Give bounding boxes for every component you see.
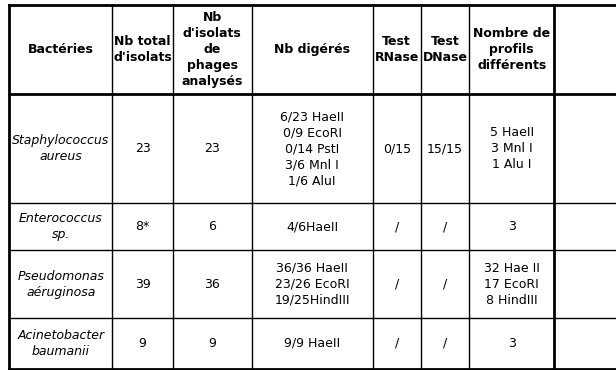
Text: Nombre de
profils
différents: Nombre de profils différents [473,27,550,72]
Text: Nb
d'isolats
de
phages
analysés: Nb d'isolats de phages analysés [182,11,243,88]
Text: Nb digérés: Nb digérés [274,43,350,56]
Text: 15/15: 15/15 [427,142,463,155]
Text: /: / [395,337,399,350]
Text: 9: 9 [139,337,147,350]
Text: 3: 3 [508,337,516,350]
Text: 23: 23 [205,142,220,155]
Text: 8*: 8* [136,220,150,233]
Text: Acinetobacter
baumanii: Acinetobacter baumanii [17,329,105,358]
Text: 6/23 HaeII
0/9 EcoRI
0/14 PstI
3/6 Mnl I
1/6 AluI: 6/23 HaeII 0/9 EcoRI 0/14 PstI 3/6 Mnl I… [280,110,344,187]
Text: /: / [395,220,399,233]
Text: /: / [443,337,447,350]
Text: 9/9 HaeII: 9/9 HaeII [284,337,340,350]
Text: 39: 39 [135,278,150,290]
Text: 32 Hae II
17 EcoRI
8 HindIII: 32 Hae II 17 EcoRI 8 HindIII [484,262,540,307]
Text: 6: 6 [208,220,216,233]
Text: Test
RNase: Test RNase [375,35,419,64]
Text: /: / [443,220,447,233]
Text: /: / [395,278,399,290]
Text: 36: 36 [205,278,220,290]
Text: 9: 9 [208,337,216,350]
Text: 36/36 HaeII
23/26 EcoRI
19/25HindIII: 36/36 HaeII 23/26 EcoRI 19/25HindIII [274,262,350,307]
Text: 23: 23 [135,142,150,155]
Text: Bactéries: Bactéries [28,43,94,56]
Text: Nb total
d'isolats: Nb total d'isolats [113,35,172,64]
Text: 4/6HaeII: 4/6HaeII [286,220,338,233]
Text: 0/15: 0/15 [383,142,411,155]
Text: Enterococcus
sp.: Enterococcus sp. [19,212,103,241]
Text: 3: 3 [508,220,516,233]
Text: Test
DNase: Test DNase [423,35,468,64]
Text: 5 HaeII
3 Mnl I
1 Alu I: 5 HaeII 3 Mnl I 1 Alu I [490,126,534,171]
Text: /: / [443,278,447,290]
Text: Staphylococcus
aureus: Staphylococcus aureus [12,134,110,163]
Text: Pseudomonas
aéruginosa: Pseudomonas aéruginosa [17,270,104,299]
